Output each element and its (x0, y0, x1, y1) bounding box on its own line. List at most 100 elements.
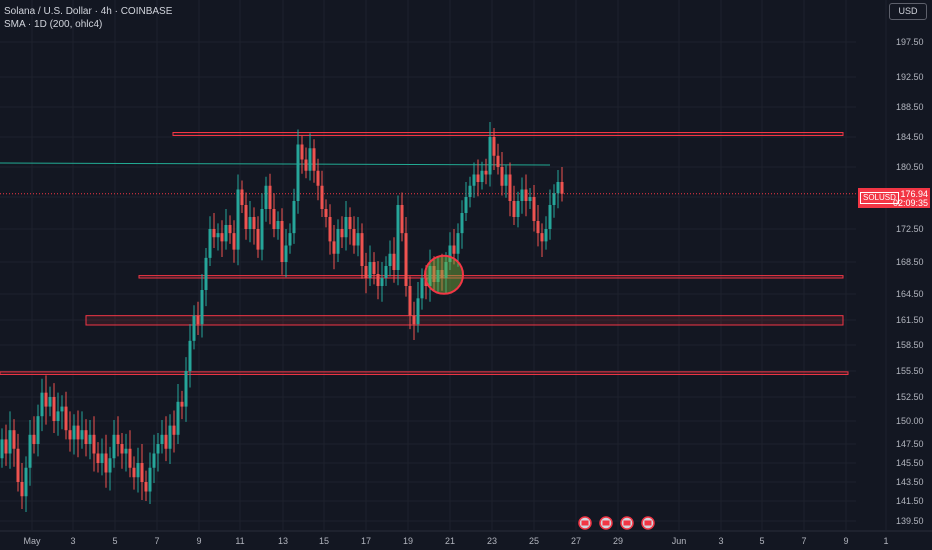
candle-15 (60, 395, 64, 430)
candle-68 (272, 193, 276, 238)
candle-1 (4, 424, 8, 466)
mid-support[interactable] (138, 275, 844, 279)
candle-33 (132, 456, 136, 490)
retest-circle[interactable] (424, 254, 464, 295)
candle-120 (480, 161, 484, 190)
candle-body-25 (100, 453, 104, 463)
candle-58 (232, 220, 236, 263)
candle-125 (500, 152, 504, 196)
level-lines[interactable] (0, 132, 849, 375)
candles (0, 122, 564, 512)
lower-support[interactable] (0, 371, 849, 375)
candle-12 (48, 386, 52, 417)
event-flag-icon[interactable] (578, 516, 592, 530)
candle-body-50 (200, 290, 204, 325)
candle-body-10 (40, 392, 44, 417)
candle-34 (136, 447, 140, 493)
candle-body-61 (244, 205, 248, 229)
time-tick-11: 23 (487, 536, 497, 546)
candle-66 (264, 176, 268, 222)
candle-138 (552, 184, 556, 218)
event-flag-bar-3 (644, 520, 652, 526)
candle-body-88 (352, 229, 356, 246)
candle-body-66 (264, 185, 268, 209)
candle-body-6 (24, 467, 28, 497)
candle-79 (316, 158, 320, 201)
candle-body-118 (472, 174, 476, 186)
candle-body-122 (488, 137, 492, 175)
candle-130 (520, 177, 524, 214)
indicator-label[interactable]: SMA · 1D (200, ohlc4) (4, 19, 103, 30)
candle-body-3 (12, 430, 16, 449)
candle-body-95 (380, 278, 384, 286)
price-tick-2: 188.50 (896, 102, 924, 112)
candle-131 (524, 174, 528, 217)
candle-body-114 (456, 233, 460, 254)
symbol-title[interactable]: Solana / U.S. Dollar · 4h · COINBASE (4, 6, 173, 17)
currency-button[interactable]: USD (889, 3, 927, 20)
candle-16 (64, 391, 68, 440)
candle-body-53 (212, 229, 216, 238)
candle-body-2 (8, 430, 12, 454)
time-tick-6: 13 (278, 536, 288, 546)
candle-112 (448, 232, 452, 270)
time-tick-1: 3 (70, 536, 75, 546)
candle-body-127 (508, 174, 512, 201)
candle-89 (356, 217, 360, 257)
candle-72 (288, 223, 292, 254)
candle-body-5 (20, 482, 24, 497)
candle-body-97 (388, 253, 392, 266)
candle-103 (412, 301, 416, 340)
candle-77 (308, 133, 312, 181)
candle-body-15 (60, 406, 64, 412)
candle-body-92 (368, 262, 372, 278)
candle-134 (536, 205, 540, 247)
candle-2 (8, 411, 12, 469)
candle-body-16 (64, 406, 68, 431)
price-axis[interactable]: 197.50192.50188.50184.50180.50176.50172.… (896, 37, 924, 526)
demand-zone[interactable] (85, 315, 844, 326)
time-tick-9: 19 (403, 536, 413, 546)
candle-122 (488, 122, 492, 187)
candle-111 (444, 252, 448, 294)
resistance-zone[interactable] (172, 132, 844, 136)
candle-41 (164, 416, 168, 462)
time-tick-4: 9 (196, 536, 201, 546)
candle-76 (304, 147, 308, 179)
candle-75 (300, 135, 304, 174)
candle-body-8 (32, 434, 36, 444)
candle-11 (44, 375, 48, 425)
candle-body-4 (16, 448, 20, 482)
event-flag-icon[interactable] (599, 516, 613, 530)
candle-36 (144, 470, 148, 501)
candle-body-98 (392, 253, 396, 270)
candle-body-60 (240, 189, 244, 205)
event-flag-bar-1 (602, 520, 610, 526)
event-flag-icon[interactable] (641, 516, 655, 530)
annotations[interactable] (424, 254, 464, 295)
event-flag-icon[interactable] (620, 516, 634, 530)
candle-3 (12, 419, 16, 467)
candle-body-7 (28, 434, 32, 468)
candle-26 (104, 434, 108, 488)
candle-body-68 (272, 209, 276, 229)
candle-88 (352, 216, 356, 254)
candle-body-63 (252, 217, 256, 229)
candle-body-83 (332, 241, 336, 254)
candle-73 (292, 188, 296, 244)
candle-body-55 (220, 233, 224, 242)
time-tick-8: 17 (361, 536, 371, 546)
price-tick-16: 143.50 (896, 477, 924, 487)
time-axis[interactable]: May 3 5 7 9 11 13 15 17 19 21 23 25 27 29 Jun 3 5 7 9 1 (0, 516, 932, 546)
candle-body-30 (120, 444, 124, 454)
candle-20 (80, 411, 84, 449)
candle-98 (392, 237, 396, 283)
candle-body-69 (276, 221, 280, 229)
candle-56 (224, 209, 228, 250)
candle-71 (284, 229, 288, 278)
candle-body-0 (0, 439, 4, 459)
candle-body-39 (156, 444, 160, 454)
price-tag-symbol: SOLUSD (860, 192, 899, 204)
